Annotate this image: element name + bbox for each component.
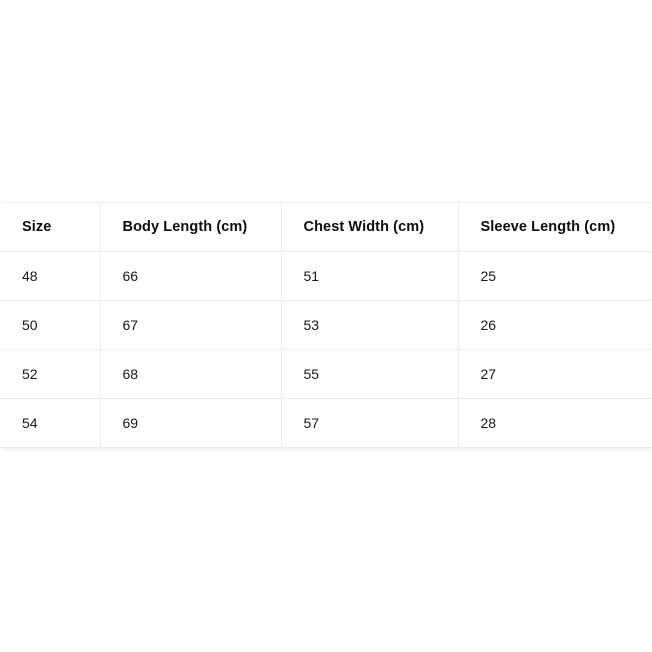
cell-body-length: 68 (100, 349, 282, 399)
cell-sleeve-length: 25 (458, 251, 652, 301)
column-header-size: Size (0, 202, 101, 252)
cell-chest-width: 51 (281, 251, 459, 301)
size-chart-table: Size Body Length (cm) Chest Width (cm) S… (0, 202, 652, 448)
cell-chest-width: 55 (281, 349, 459, 399)
column-header-chest-width: Chest Width (cm) (281, 202, 459, 252)
cell-sleeve-length: 28 (458, 398, 652, 448)
table-row: 52 68 55 27 (0, 349, 652, 399)
cell-size: 54 (0, 398, 101, 448)
cell-sleeve-length: 27 (458, 349, 652, 399)
column-header-sleeve-length: Sleeve Length (cm) (458, 202, 652, 252)
bottom-spacer (0, 448, 652, 648)
cell-chest-width: 53 (281, 300, 459, 350)
cell-body-length: 66 (100, 251, 282, 301)
table-body: 48 66 51 25 50 67 53 26 52 68 55 27 (0, 251, 652, 448)
cell-body-length: 67 (100, 300, 282, 350)
table-row: 50 67 53 26 (0, 300, 652, 350)
size-chart-container: Size Body Length (cm) Chest Width (cm) S… (0, 202, 652, 448)
cell-size: 50 (0, 300, 101, 350)
table-header-row: Size Body Length (cm) Chest Width (cm) S… (0, 202, 652, 252)
column-header-body-length: Body Length (cm) (100, 202, 282, 252)
cell-sleeve-length: 26 (458, 300, 652, 350)
cell-size: 48 (0, 251, 101, 301)
table-row: 48 66 51 25 (0, 251, 652, 301)
cell-chest-width: 57 (281, 398, 459, 448)
table-row: 54 69 57 28 (0, 398, 652, 448)
table-header: Size Body Length (cm) Chest Width (cm) S… (0, 202, 652, 252)
cell-body-length: 69 (100, 398, 282, 448)
cell-size: 52 (0, 349, 101, 399)
top-spacer (0, 0, 652, 202)
